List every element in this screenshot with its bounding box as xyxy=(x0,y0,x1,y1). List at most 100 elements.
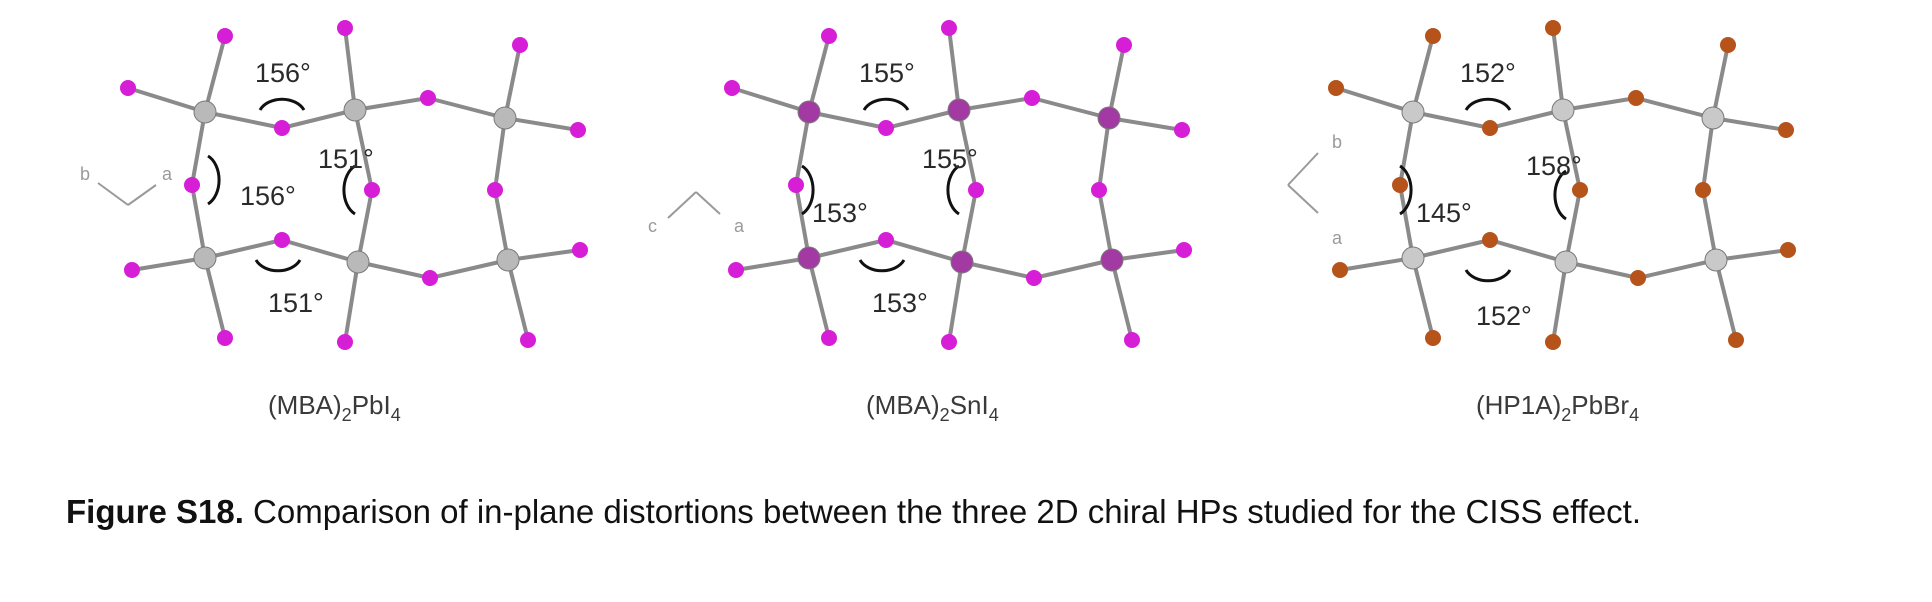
halide-atom xyxy=(120,80,136,96)
bond xyxy=(353,109,374,191)
halide-atom xyxy=(1728,332,1744,348)
bond xyxy=(131,256,206,272)
metal-atom xyxy=(1097,106,1121,130)
bond xyxy=(731,86,810,114)
metal-atom xyxy=(1401,100,1425,124)
bond xyxy=(735,256,810,272)
bond xyxy=(1398,111,1415,186)
axis-arrow xyxy=(1287,152,1319,186)
bond xyxy=(1107,44,1126,119)
bond xyxy=(429,258,509,280)
bond xyxy=(356,189,374,263)
halide-atom xyxy=(1630,270,1646,286)
axis-label: c xyxy=(648,216,657,236)
halide-atom xyxy=(274,232,290,248)
halide-atom xyxy=(1572,182,1588,198)
halide-atom xyxy=(728,262,744,278)
bond xyxy=(1637,258,1717,280)
metal-atom xyxy=(193,246,217,270)
angle-arc xyxy=(1399,164,1413,216)
bond xyxy=(947,27,961,111)
axis-label: b xyxy=(80,164,90,184)
halide-atom xyxy=(364,182,380,198)
angle-arc xyxy=(1464,269,1512,283)
figure-caption: Figure S18. Comparison of in-plane disto… xyxy=(66,488,1886,536)
panel-hp1a2pbbr4: 152° 158° 145° 152° b a xyxy=(1287,20,1796,350)
metal-atom xyxy=(343,98,367,122)
angle-arc xyxy=(862,97,910,111)
bond xyxy=(958,96,1033,112)
bond xyxy=(1398,184,1415,259)
metal-atom xyxy=(496,248,520,272)
bond xyxy=(1565,260,1639,280)
bond xyxy=(1412,110,1491,130)
halide-atom xyxy=(941,20,957,36)
panel-label-mba2pbi4: (MBA)2PbI4 xyxy=(268,390,401,425)
bond xyxy=(1561,109,1582,191)
halide-atom xyxy=(487,182,503,198)
bond xyxy=(427,96,506,120)
halide-atom xyxy=(788,177,804,193)
halide-atom xyxy=(1545,334,1561,350)
bond xyxy=(354,96,429,112)
halide-atom xyxy=(1026,270,1042,286)
bond xyxy=(1701,189,1718,261)
metal-atom xyxy=(1551,98,1575,122)
bond xyxy=(1339,256,1414,272)
axis-arrow xyxy=(1287,184,1319,214)
bond xyxy=(493,117,507,191)
bond xyxy=(1489,108,1564,130)
halide-atom xyxy=(217,330,233,346)
angle-arc xyxy=(1553,169,1567,221)
bond xyxy=(794,184,811,259)
angle-arc xyxy=(207,154,221,206)
bond xyxy=(357,260,431,280)
angle-label: 151° xyxy=(268,288,324,318)
bond xyxy=(503,44,522,119)
halide-atom xyxy=(1778,122,1794,138)
bond xyxy=(1335,86,1414,114)
caption-text: Comparison of in-plane distortions betwe… xyxy=(243,493,1642,530)
halide-atom xyxy=(337,20,353,36)
bond xyxy=(281,238,359,264)
metal-atom xyxy=(346,250,370,274)
halide-atom xyxy=(1328,80,1344,96)
bond xyxy=(960,189,978,263)
halide-atom xyxy=(1425,28,1441,44)
halide-atom xyxy=(1720,37,1736,53)
bond xyxy=(807,35,831,113)
halide-atom xyxy=(1545,20,1561,36)
angle-label: 155° xyxy=(859,58,915,88)
halide-atom xyxy=(821,28,837,44)
panel-label-hp1a2pbbr4: (HP1A)2PbBr4 xyxy=(1476,390,1639,425)
bond xyxy=(1097,117,1111,191)
halide-atom xyxy=(1176,242,1192,258)
metal-atom xyxy=(1554,250,1578,274)
axis-label: a xyxy=(162,164,173,184)
metal-atom xyxy=(1401,246,1425,270)
bond xyxy=(1110,259,1134,341)
angle-label: 153° xyxy=(872,288,928,318)
bond xyxy=(947,261,964,343)
axis-arrow xyxy=(127,184,157,206)
halide-atom xyxy=(1174,122,1190,138)
halide-atom xyxy=(1091,182,1107,198)
bond xyxy=(204,238,283,260)
bond xyxy=(190,184,207,259)
bond xyxy=(1097,189,1114,261)
metal-atom xyxy=(797,246,821,270)
halide-atom xyxy=(1332,262,1348,278)
bond xyxy=(343,27,357,111)
halide-atom xyxy=(217,28,233,44)
axis-arrow xyxy=(97,182,129,206)
bond xyxy=(507,248,581,262)
bond xyxy=(1714,259,1738,341)
angle-arc xyxy=(858,259,906,273)
angle-label: 153° xyxy=(812,198,868,228)
angle-label: 145° xyxy=(1416,198,1472,228)
bond xyxy=(1033,258,1113,280)
halide-atom xyxy=(512,37,528,53)
halide-atom xyxy=(420,90,436,106)
bond xyxy=(807,257,831,339)
bond xyxy=(1564,189,1582,263)
